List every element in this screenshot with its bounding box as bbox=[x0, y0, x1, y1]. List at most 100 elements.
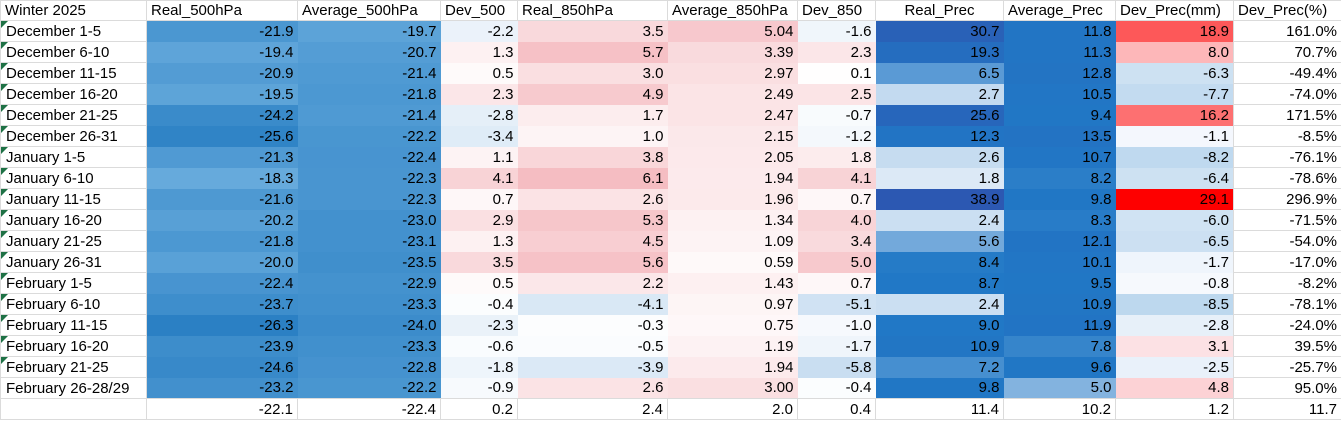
data-cell[interactable]: 10.7 bbox=[1003, 146, 1116, 168]
data-cell[interactable]: 1.34 bbox=[667, 209, 798, 231]
data-cell[interactable]: 7.2 bbox=[875, 356, 1004, 378]
data-cell[interactable]: 2.5 bbox=[797, 83, 876, 105]
row-label-cell[interactable]: February 1-5 bbox=[0, 272, 147, 294]
data-cell[interactable]: 3.4 bbox=[797, 230, 876, 252]
data-cell[interactable]: -22.2 bbox=[297, 377, 441, 399]
data-cell[interactable]: 9.8 bbox=[1003, 188, 1116, 210]
data-cell[interactable]: 9.5 bbox=[1003, 272, 1116, 294]
data-cell[interactable]: 10.2 bbox=[1003, 398, 1116, 420]
row-label-cell[interactable]: February 11-15 bbox=[0, 314, 147, 336]
row-label-cell[interactable]: February 21-25 bbox=[0, 356, 147, 378]
data-cell[interactable]: -25.6 bbox=[146, 125, 298, 147]
data-cell[interactable]: -8.2 bbox=[1115, 146, 1234, 168]
data-cell[interactable]: -78.6% bbox=[1233, 167, 1341, 189]
data-cell[interactable]: 29.1 bbox=[1115, 188, 1234, 210]
data-cell[interactable]: -20.7 bbox=[297, 41, 441, 63]
column-header-real-prec[interactable]: Real_Prec bbox=[875, 0, 1004, 21]
data-cell[interactable]: -19.5 bbox=[146, 83, 298, 105]
data-cell[interactable]: 0.2 bbox=[440, 398, 518, 420]
data-cell[interactable]: -19.4 bbox=[146, 41, 298, 63]
data-cell[interactable]: 10.9 bbox=[1003, 293, 1116, 315]
data-cell[interactable]: 4.1 bbox=[440, 167, 518, 189]
data-cell[interactable]: 2.15 bbox=[667, 125, 798, 147]
data-cell[interactable]: -23.0 bbox=[297, 209, 441, 231]
data-cell[interactable]: 25.6 bbox=[875, 104, 1004, 126]
data-cell[interactable]: 11.9 bbox=[1003, 314, 1116, 336]
row-label-cell[interactable]: February 6-10 bbox=[0, 293, 147, 315]
data-cell[interactable]: 1.3 bbox=[440, 230, 518, 252]
data-cell[interactable]: 95.0% bbox=[1233, 377, 1341, 399]
data-cell[interactable]: 1.8 bbox=[875, 167, 1004, 189]
row-label-cell[interactable]: January 11-15 bbox=[0, 188, 147, 210]
data-cell[interactable]: 8.3 bbox=[1003, 209, 1116, 231]
data-cell[interactable]: -21.8 bbox=[146, 230, 298, 252]
data-cell[interactable]: 2.6 bbox=[875, 146, 1004, 168]
data-cell[interactable]: -1.8 bbox=[440, 356, 518, 378]
column-header-average-prec[interactable]: Average_Prec bbox=[1003, 0, 1116, 21]
row-label-cell[interactable]: January 16-20 bbox=[0, 209, 147, 231]
data-cell[interactable]: 11.8 bbox=[1003, 20, 1116, 42]
data-cell[interactable]: -2.8 bbox=[440, 104, 518, 126]
data-cell[interactable]: 2.4 bbox=[875, 209, 1004, 231]
data-cell[interactable]: -25.7% bbox=[1233, 356, 1341, 378]
data-cell[interactable]: -6.5 bbox=[1115, 230, 1234, 252]
data-cell[interactable]: -20.0 bbox=[146, 251, 298, 273]
data-cell[interactable]: 1.96 bbox=[667, 188, 798, 210]
row-label-cell[interactable]: December 1-5 bbox=[0, 20, 147, 42]
data-cell[interactable]: -3.4 bbox=[440, 125, 518, 147]
data-cell[interactable]: 5.3 bbox=[517, 209, 668, 231]
data-cell[interactable]: 0.75 bbox=[667, 314, 798, 336]
data-cell[interactable]: -23.2 bbox=[146, 377, 298, 399]
data-cell[interactable]: -49.4% bbox=[1233, 62, 1341, 84]
data-cell[interactable]: -54.0% bbox=[1233, 230, 1341, 252]
corner-header[interactable]: Winter 2025 bbox=[0, 0, 147, 21]
column-header-average-850[interactable]: Average_850hPa bbox=[667, 0, 798, 21]
data-cell[interactable]: -8.2% bbox=[1233, 272, 1341, 294]
data-cell[interactable]: -23.9 bbox=[146, 335, 298, 357]
data-cell[interactable]: -78.1% bbox=[1233, 293, 1341, 315]
data-cell[interactable]: 5.7 bbox=[517, 41, 668, 63]
data-cell[interactable]: -0.8 bbox=[1115, 272, 1234, 294]
data-cell[interactable]: 39.5% bbox=[1233, 335, 1341, 357]
data-cell[interactable]: 2.0 bbox=[667, 398, 798, 420]
data-cell[interactable]: -0.6 bbox=[440, 335, 518, 357]
row-label-cell[interactable]: December 26-31 bbox=[0, 125, 147, 147]
data-cell[interactable]: -24.2 bbox=[146, 104, 298, 126]
data-cell[interactable]: -0.4 bbox=[797, 377, 876, 399]
column-header-average-500[interactable]: Average_500hPa bbox=[297, 0, 441, 21]
data-cell[interactable]: -22.2 bbox=[297, 125, 441, 147]
data-cell[interactable]: -24.0% bbox=[1233, 314, 1341, 336]
data-cell[interactable]: -8.5% bbox=[1233, 125, 1341, 147]
data-cell[interactable]: 1.8 bbox=[797, 146, 876, 168]
data-cell[interactable]: 70.7% bbox=[1233, 41, 1341, 63]
data-cell[interactable]: 2.4 bbox=[875, 293, 1004, 315]
data-cell[interactable]: 1.3 bbox=[440, 41, 518, 63]
data-cell[interactable]: -5.8 bbox=[797, 356, 876, 378]
data-cell[interactable]: 0.59 bbox=[667, 251, 798, 273]
data-cell[interactable]: 5.0 bbox=[1003, 377, 1116, 399]
data-cell[interactable]: -21.3 bbox=[146, 146, 298, 168]
data-cell[interactable]: 3.1 bbox=[1115, 335, 1234, 357]
data-cell[interactable]: 12.1 bbox=[1003, 230, 1116, 252]
data-cell[interactable]: 5.0 bbox=[797, 251, 876, 273]
data-cell[interactable]: 3.5 bbox=[440, 251, 518, 273]
data-cell[interactable]: -21.9 bbox=[146, 20, 298, 42]
data-cell[interactable]: -1.1 bbox=[1115, 125, 1234, 147]
data-cell[interactable]: -1.2 bbox=[797, 125, 876, 147]
data-cell[interactable]: -6.4 bbox=[1115, 167, 1234, 189]
data-cell[interactable]: -23.7 bbox=[146, 293, 298, 315]
row-label-cell[interactable]: February 26-28/29 bbox=[0, 377, 147, 399]
data-cell[interactable]: 2.97 bbox=[667, 62, 798, 84]
data-cell[interactable]: 1.2 bbox=[1115, 398, 1234, 420]
data-cell[interactable]: 9.0 bbox=[875, 314, 1004, 336]
data-cell[interactable]: -23.3 bbox=[297, 293, 441, 315]
data-cell[interactable]: 3.0 bbox=[517, 62, 668, 84]
row-label-cell[interactable]: December 6-10 bbox=[0, 41, 147, 63]
data-cell[interactable]: 8.2 bbox=[1003, 167, 1116, 189]
data-cell[interactable]: 3.8 bbox=[517, 146, 668, 168]
data-cell[interactable]: -23.1 bbox=[297, 230, 441, 252]
data-cell[interactable]: -3.9 bbox=[517, 356, 668, 378]
data-cell[interactable]: -21.4 bbox=[297, 62, 441, 84]
data-cell[interactable]: 16.2 bbox=[1115, 104, 1234, 126]
data-cell[interactable]: 2.6 bbox=[517, 377, 668, 399]
